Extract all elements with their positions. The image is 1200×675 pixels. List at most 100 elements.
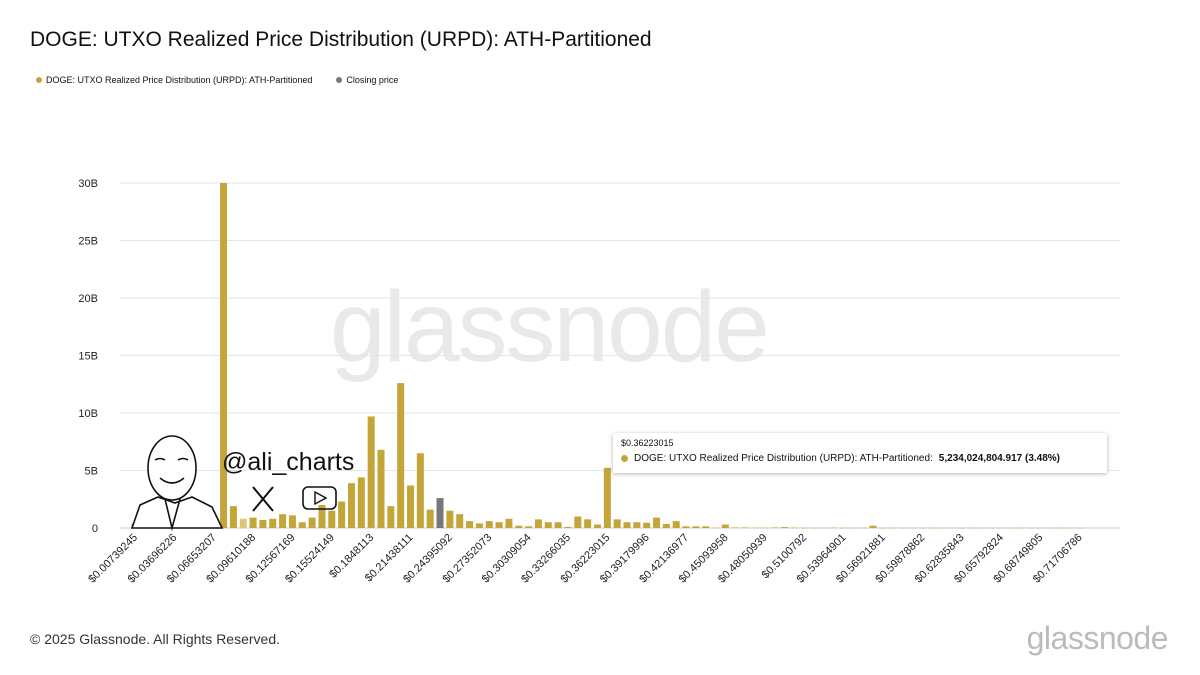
bar[interactable] [830, 527, 838, 529]
bar[interactable] [387, 506, 395, 528]
bar[interactable] [220, 183, 228, 528]
bar[interactable] [397, 383, 405, 528]
bar[interactable] [662, 523, 670, 528]
bar[interactable] [1066, 527, 1074, 529]
bar[interactable] [357, 477, 365, 528]
bar[interactable] [682, 526, 690, 528]
bar[interactable] [505, 518, 513, 528]
bar[interactable] [712, 527, 720, 529]
bar[interactable] [751, 527, 759, 529]
bar[interactable] [456, 514, 464, 528]
bar[interactable] [475, 523, 483, 528]
bar[interactable] [967, 527, 975, 529]
bar[interactable] [446, 510, 454, 528]
bar[interactable] [653, 517, 661, 528]
bar[interactable] [298, 522, 306, 528]
bar[interactable] [879, 527, 887, 529]
bar[interactable] [328, 510, 336, 528]
bar[interactable] [495, 522, 503, 528]
bar[interactable] [269, 518, 277, 528]
bar[interactable] [318, 505, 326, 528]
legend-item-closing-price[interactable]: Closing price [336, 75, 398, 85]
bar[interactable] [948, 527, 956, 529]
bar[interactable] [574, 516, 582, 529]
bar[interactable] [958, 527, 966, 529]
bar[interactable] [367, 416, 375, 528]
bar[interactable] [859, 527, 867, 529]
chart-title: DOGE: UTXO Realized Price Distribution (… [30, 28, 652, 51]
bar[interactable] [249, 517, 257, 528]
y-tick-label: 5B [85, 466, 98, 478]
closing-price-bar[interactable] [436, 498, 444, 528]
legend-dot [336, 77, 343, 83]
bar[interactable] [928, 527, 936, 529]
bar[interactable] [1046, 527, 1054, 529]
bar[interactable] [288, 515, 296, 528]
bar[interactable] [239, 518, 247, 528]
bar[interactable] [938, 527, 946, 529]
bar[interactable] [839, 527, 847, 529]
bar[interactable] [761, 527, 769, 529]
bar[interactable] [466, 521, 474, 528]
bar[interactable] [869, 525, 877, 528]
bar[interactable] [515, 525, 523, 528]
bar[interactable] [613, 519, 621, 528]
bar[interactable] [308, 517, 316, 528]
bar[interactable] [416, 453, 424, 528]
bar[interactable] [1076, 527, 1084, 529]
bar[interactable] [977, 527, 985, 529]
bar[interactable] [525, 526, 533, 528]
bar[interactable] [780, 527, 788, 528]
bar[interactable] [1036, 527, 1044, 529]
bar[interactable] [987, 527, 995, 529]
bar[interactable] [918, 527, 926, 529]
bar[interactable] [338, 501, 346, 528]
bar[interactable] [603, 467, 611, 528]
bar[interactable] [1026, 527, 1034, 529]
bar[interactable] [820, 527, 828, 529]
bar[interactable] [771, 527, 779, 528]
bar[interactable] [1007, 527, 1015, 529]
bar[interactable] [810, 527, 818, 529]
bar[interactable] [800, 527, 808, 529]
bar[interactable] [1017, 527, 1025, 529]
legend-item-urpd[interactable]: DOGE: UTXO Realized Price Distribution (… [36, 75, 312, 85]
y-tick-label: 0 [92, 523, 98, 535]
bar[interactable] [741, 527, 749, 528]
y-tick-label: 10B [78, 408, 98, 420]
bar[interactable] [997, 527, 1005, 529]
bar[interactable] [584, 519, 592, 528]
bar[interactable] [554, 522, 562, 528]
bar[interactable] [672, 521, 680, 528]
bar[interactable] [849, 527, 857, 529]
bar[interactable] [485, 521, 493, 528]
bar[interactable] [731, 527, 739, 528]
bar[interactable] [623, 522, 631, 528]
bar[interactable] [790, 527, 798, 529]
bar[interactable] [721, 524, 729, 528]
tooltip-series: DOGE: UTXO Realized Price Distribution (… [634, 453, 933, 464]
bar[interactable] [643, 522, 651, 528]
bar[interactable] [702, 526, 710, 528]
bar[interactable] [426, 509, 434, 528]
author-avatar-icon [130, 435, 224, 532]
bar[interactable] [544, 522, 552, 528]
tooltip-dot [621, 455, 628, 462]
tooltip-price: $0.36223015 [621, 438, 674, 448]
bar[interactable] [564, 526, 572, 528]
bar[interactable] [633, 522, 641, 528]
bar[interactable] [229, 506, 237, 528]
bar[interactable] [279, 514, 287, 528]
bar[interactable] [347, 483, 355, 528]
bar[interactable] [692, 526, 700, 528]
bar[interactable] [908, 527, 916, 529]
bar[interactable] [889, 527, 897, 529]
bar[interactable] [259, 519, 267, 528]
bar[interactable] [534, 519, 542, 528]
bar[interactable] [593, 524, 601, 528]
bar[interactable] [1056, 527, 1064, 529]
bar[interactable] [377, 449, 385, 528]
bar[interactable] [407, 485, 415, 528]
bar[interactable] [899, 527, 907, 529]
youtube-icon [302, 486, 337, 510]
